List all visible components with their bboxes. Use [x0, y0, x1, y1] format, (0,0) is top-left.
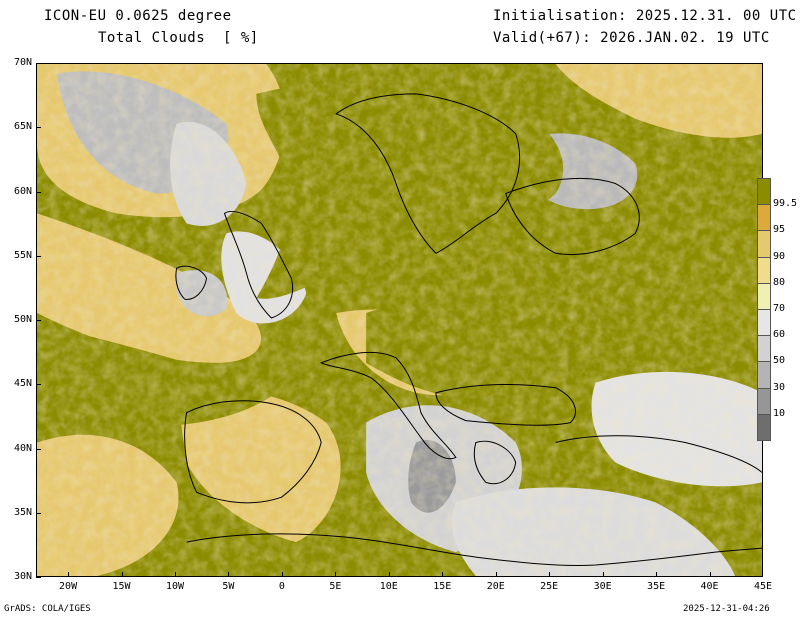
lon-tick-label: 25E — [540, 581, 559, 592]
lat-tick-label: 70N — [13, 57, 32, 68]
colorbar-segment — [757, 361, 771, 389]
lon-tick-mark — [656, 572, 658, 577]
colorbar-level-label: 80 — [773, 276, 786, 288]
lon-tick-mark — [281, 572, 283, 577]
lat-tick-mark — [36, 255, 41, 257]
colorbar-level-label: 90 — [773, 250, 786, 262]
lon-tick-label: 40E — [700, 581, 719, 592]
lon-tick-label: 15W — [112, 581, 131, 592]
lat-tick-mark — [36, 512, 41, 514]
lon-tick-mark — [228, 572, 230, 577]
lat-tick-label: 65N — [13, 121, 32, 133]
colorbar — [757, 178, 771, 441]
variable-title: Total Clouds [ %] — [98, 30, 259, 46]
lon-tick-label: 10W — [165, 581, 185, 592]
lat-tick-label: 55N — [13, 249, 32, 261]
lat-tick-mark — [36, 577, 41, 578]
lon-tick-mark — [495, 572, 497, 577]
lon-tick-label: 10E — [379, 581, 398, 592]
lon-tick-mark — [762, 572, 763, 577]
lat-tick-label: 30N — [13, 571, 32, 582]
map-canvas — [37, 64, 762, 576]
colorbar-segment — [757, 309, 771, 337]
lon-tick-mark — [174, 572, 176, 577]
colorbar-level-label: 50 — [773, 355, 786, 367]
colorbar-level-label: 99.5 — [773, 198, 798, 210]
lon-tick-mark — [68, 572, 70, 577]
colorbar-segment — [757, 178, 771, 206]
valid-time: Valid(+67): 2026.JAN.02. 19 UTC — [493, 30, 770, 46]
lat-tick-label: 50N — [13, 314, 32, 325]
lon-tick-label: 5W — [222, 581, 235, 592]
colorbar-segment — [757, 230, 771, 258]
lat-tick-mark — [36, 448, 41, 450]
colorbar-level-label: 10 — [773, 407, 786, 419]
cloud-cover-map — [36, 63, 763, 577]
lon-tick-mark — [549, 572, 551, 577]
lat-tick-label: 60N — [13, 185, 32, 197]
colorbar-segment — [757, 256, 771, 284]
lon-tick-mark — [388, 572, 390, 577]
lon-tick-mark — [442, 572, 444, 577]
coastlines — [175, 93, 762, 566]
lon-tick-label: 45E — [753, 581, 773, 592]
lat-tick-mark — [36, 320, 41, 321]
lat-tick-mark — [36, 127, 41, 129]
lat-tick-mark — [36, 63, 41, 64]
lon-tick-label: 30E — [593, 581, 612, 592]
lon-tick-mark — [602, 572, 604, 577]
colorbar-segment — [757, 204, 771, 232]
colorbar-segment — [757, 387, 771, 415]
lat-tick-label: 40N — [13, 442, 32, 454]
lon-tick-label: 35E — [647, 581, 666, 592]
footer-credit: GrADS: COLA/IGES — [4, 604, 91, 614]
footer-timestamp: 2025-12-31-04:26 — [683, 604, 770, 614]
colorbar-level-label: 70 — [773, 303, 786, 314]
lon-tick-label: 20E — [486, 581, 505, 592]
colorbar-level-label: 95 — [773, 224, 786, 236]
lat-tick-mark — [36, 384, 41, 386]
colorbar-level-label: 30 — [773, 381, 786, 393]
colorbar-segment — [757, 335, 771, 363]
colorbar-segment — [757, 413, 771, 441]
lon-tick-label: 20W — [59, 581, 78, 592]
lon-tick-label: 15E — [433, 581, 452, 592]
colorbar-level-label: 60 — [773, 329, 786, 341]
lat-tick-mark — [36, 191, 41, 193]
lon-tick-mark — [335, 572, 337, 577]
lat-tick-label: 45N — [13, 378, 32, 390]
lon-tick-mark — [709, 572, 711, 577]
initialisation-time: Initialisation: 2025.12.31. 00 UTC — [493, 8, 797, 24]
model-title: ICON-EU 0.0625 degree — [44, 8, 232, 24]
lon-tick-mark — [121, 572, 123, 577]
lat-tick-label: 35N — [13, 506, 32, 518]
lon-tick-label: 0 — [278, 581, 285, 592]
colorbar-segment — [757, 282, 771, 310]
lon-tick-label: 5E — [329, 581, 342, 592]
